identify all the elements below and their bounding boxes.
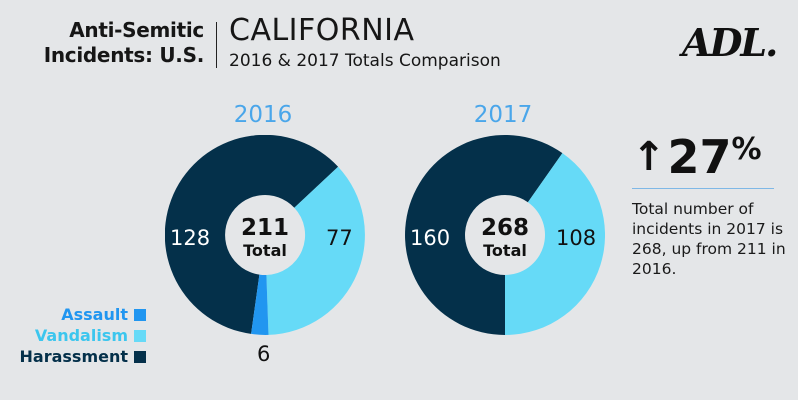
total-label-2016: Total [243, 241, 287, 260]
legend-item-harassment: Harassment [0, 346, 146, 367]
assault-segment-2016 [251, 274, 269, 335]
center-total-2017: 268 Total [460, 215, 550, 261]
percent-sign: % [731, 132, 762, 167]
header-left-title: Anti-Semitic Incidents: U.S. [0, 18, 205, 68]
assault-value-2016: 6 [257, 342, 271, 366]
year-label-2017: 2017 [473, 102, 533, 128]
legend-swatch-assault [134, 308, 146, 321]
vandalism-value-2017: 108 [556, 226, 597, 250]
legend: Assault Vandalism Harassment [0, 304, 146, 367]
vandalism-value-2016: 77 [326, 226, 353, 250]
vandalism-segment-2016 [266, 166, 365, 335]
total-value-2016: 211 [240, 215, 289, 241]
legend-label-harassment: Harassment [19, 347, 128, 366]
adl-logo: ADL. [682, 20, 778, 65]
page-subtitle: 2016 & 2017 Totals Comparison [229, 51, 501, 71]
harassment-segment-2017 [405, 135, 563, 335]
header-divider [216, 22, 217, 68]
change-value: 27 [667, 130, 732, 184]
stat-description: Total number of incidents in 2017 is 268… [632, 200, 786, 278]
center-total-2016: 211 Total [220, 215, 310, 261]
legend-swatch-harassment [134, 350, 146, 363]
legend-swatch-vandalism [134, 329, 146, 342]
legend-item-assault: Assault [0, 304, 146, 325]
total-value-2017: 268 [480, 215, 529, 241]
harassment-segment-2016 [165, 135, 339, 334]
vandalism-segment-2017 [505, 153, 605, 335]
legend-item-vandalism: Vandalism [0, 325, 146, 346]
donut-chart-2017 [405, 135, 605, 335]
year-label-2016: 2016 [233, 102, 293, 128]
page-title: CALIFORNIA [229, 13, 415, 48]
legend-label-assault: Assault [61, 305, 128, 324]
header-left-line1: Anti-Semitic [69, 18, 204, 42]
legend-label-vandalism: Vandalism [34, 326, 128, 345]
harassment-value-2017: 160 [410, 226, 451, 250]
total-label-2017: Total [483, 241, 527, 260]
stat-divider [632, 188, 774, 189]
donut-chart-2016 [165, 135, 365, 335]
change-percent: ↑ 27 % [632, 132, 792, 182]
header-left-line2: Incidents: U.S. [43, 43, 205, 67]
up-arrow-icon: ↑ [632, 134, 666, 180]
harassment-value-2016: 128 [170, 226, 211, 250]
change-stat: ↑ 27 % Total number of incidents in 2017… [632, 132, 792, 279]
